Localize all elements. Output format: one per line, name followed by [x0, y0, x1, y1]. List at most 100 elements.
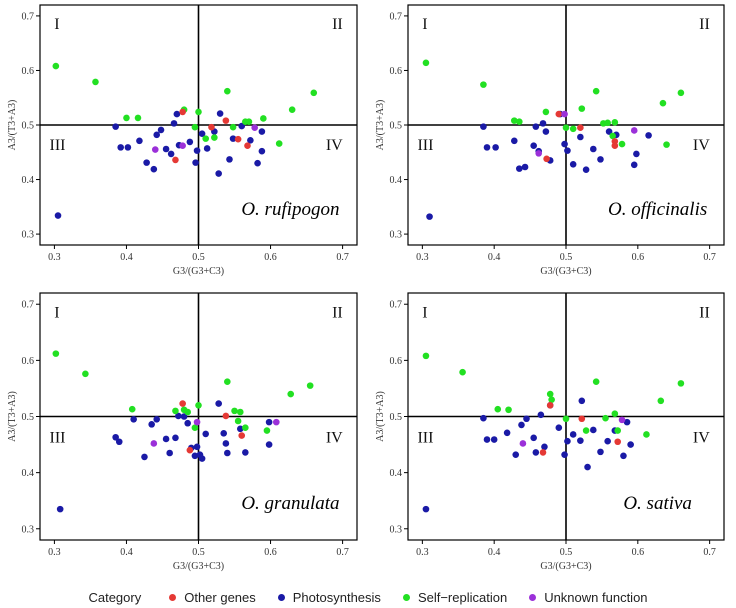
legend-label-self-replication: Self−replication — [417, 589, 508, 605]
data-point-photo — [172, 434, 179, 442]
x-tick-label: 0.5 — [192, 547, 205, 558]
data-point-self — [569, 125, 577, 133]
legend-label-photosynthesis: Photosynthesis — [292, 589, 381, 605]
data-point-photo — [124, 144, 132, 151]
quadrant-label-IV: IV — [326, 429, 343, 446]
data-point-self — [202, 135, 210, 142]
data-point-photo — [242, 449, 249, 456]
data-point-self — [288, 106, 296, 114]
y-tick-label: 0.6 — [390, 66, 403, 77]
data-point-self — [505, 406, 512, 414]
data-point-photo — [578, 397, 586, 405]
y-tick-label: 0.5 — [390, 121, 403, 132]
y-axis-label: A3/(T3+A3) — [375, 391, 386, 442]
quadrant-label-III: III — [50, 429, 66, 446]
data-point-photo — [170, 120, 178, 127]
data-point-photo — [112, 433, 119, 441]
data-point-photo — [175, 412, 182, 420]
x-axis-label: G3/(G3+C3) — [173, 561, 224, 572]
data-point-photo — [226, 156, 233, 163]
data-point-self — [224, 87, 231, 95]
x-tick-label: 0.5 — [560, 252, 573, 263]
data-point-photo — [220, 430, 228, 437]
data-point-self — [677, 89, 685, 97]
y-tick-label: 0.5 — [390, 412, 403, 423]
data-point-self — [582, 427, 590, 434]
data-point-photo — [198, 455, 206, 462]
data-point-self — [663, 141, 670, 148]
data-point-photo — [186, 138, 194, 146]
legend-title: Category — [88, 589, 142, 605]
data-point-photo — [215, 400, 222, 407]
data-point-photo — [254, 159, 261, 167]
data-point-photo — [202, 430, 210, 438]
data-point-unknown — [150, 440, 158, 447]
y-tick-label: 0.7 — [390, 11, 403, 22]
legend-swatch-unknown-function — [529, 593, 537, 601]
data-point-photo — [530, 142, 537, 150]
panel-4: 0.3 0.4 0.5 0.6 0.7 0.3 0.4 0.5 0.6 0.7 G3/(G3+C3)… — [375, 292, 725, 572]
quadrant-label-I: I — [54, 305, 59, 322]
data-point-self — [422, 352, 430, 360]
x-tick-label: 0.4 — [120, 547, 133, 558]
data-point-photo — [480, 123, 487, 130]
y-tick-label: 0.7 — [22, 11, 35, 22]
data-point-photo — [512, 451, 520, 458]
y-axis-label: A3/(T3+A3) — [7, 100, 18, 151]
legend-swatch-photosynthesis — [277, 593, 285, 601]
y-tick-label: 0.3 — [390, 230, 403, 241]
data-point-photo — [521, 163, 529, 171]
data-point-other — [172, 156, 179, 164]
data-point-photo — [623, 418, 631, 426]
data-point-self — [643, 431, 650, 438]
data-point-photo — [645, 132, 652, 139]
data-point-self — [510, 117, 518, 124]
data-point-self — [562, 415, 570, 423]
quadrant-label-I: I — [422, 305, 427, 322]
data-point-photo — [589, 426, 597, 434]
data-point-self — [195, 401, 202, 409]
x-tick-label: 0.4 — [488, 547, 501, 558]
data-point-self — [134, 114, 142, 122]
data-point-photo — [136, 137, 143, 145]
data-point-photo — [216, 110, 224, 117]
data-point-photo — [564, 437, 571, 445]
data-point-photo — [542, 128, 550, 135]
data-point-self — [548, 396, 555, 403]
data-point-self — [459, 368, 466, 376]
data-point-photo — [582, 166, 590, 174]
data-point-photo — [630, 161, 638, 169]
legend-item-photosynthesis: Photosynthesis — [277, 589, 381, 605]
y-axis-label: A3/(T3+A3) — [7, 391, 18, 442]
data-point-other — [577, 124, 584, 132]
data-point-photo — [539, 120, 547, 127]
data-point-photo — [117, 144, 124, 151]
data-point-photo — [483, 436, 491, 443]
data-point-other — [578, 415, 586, 423]
data-point-photo — [564, 147, 571, 154]
data-point-unknown — [193, 418, 201, 426]
data-point-self — [562, 124, 570, 132]
quadrant-label-II: II — [699, 305, 710, 322]
data-point-self — [287, 390, 295, 398]
data-point-photo — [258, 147, 266, 155]
x-tick-label: 0.5 — [192, 252, 205, 263]
legend: Category Other genes Photosynthesis Self… — [0, 587, 736, 607]
data-point-photo — [532, 449, 540, 456]
quadrant-label-IV: IV — [693, 137, 710, 154]
data-point-self — [52, 62, 60, 70]
data-point-photo — [265, 441, 273, 448]
data-point-other — [179, 400, 186, 407]
data-point-self — [52, 350, 60, 357]
data-point-self — [195, 108, 202, 116]
data-point-photo — [54, 212, 62, 219]
data-point-photo — [153, 416, 161, 423]
data-point-photo — [198, 130, 206, 138]
data-point-photo — [224, 449, 231, 457]
y-tick-label: 0.4 — [390, 468, 403, 479]
data-point-photo — [162, 435, 170, 443]
y-tick-label: 0.5 — [22, 121, 35, 132]
data-point-photo — [516, 165, 523, 172]
y-tick-label: 0.7 — [22, 300, 35, 311]
quadrant-label-I: I — [422, 16, 427, 33]
